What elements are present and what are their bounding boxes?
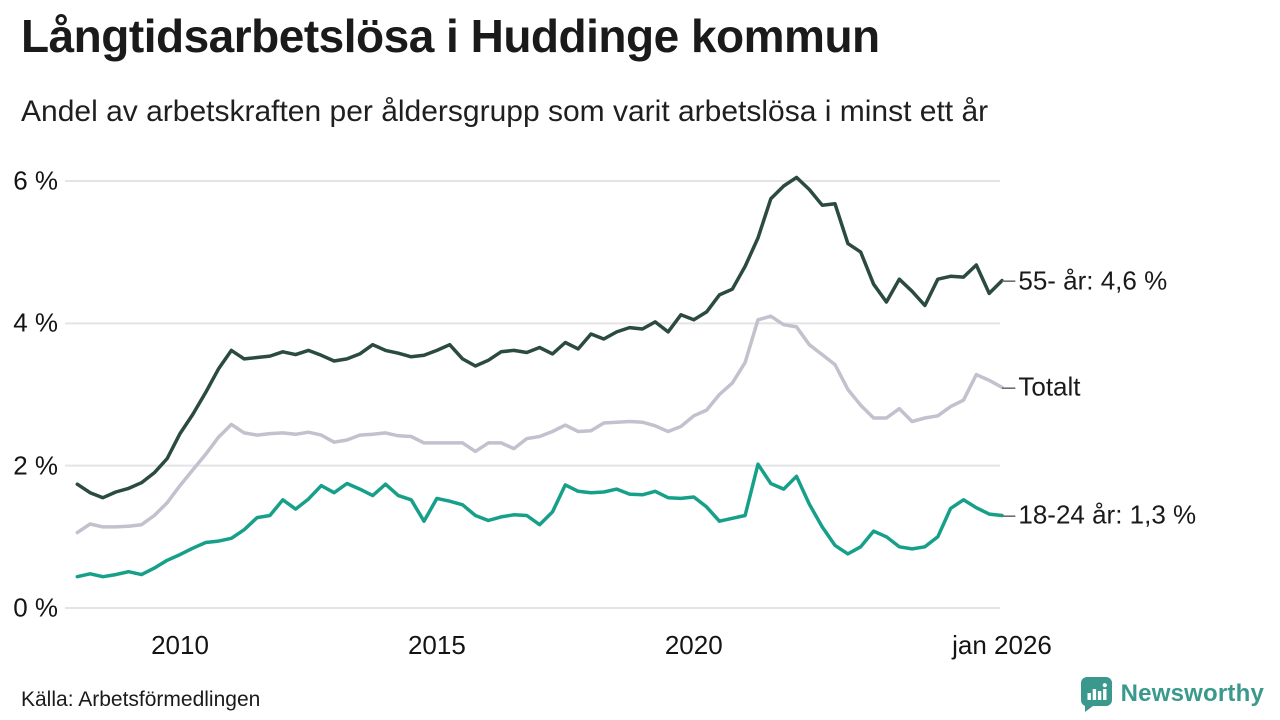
y-tick-label: 0 % [13, 592, 58, 623]
end-label-totalt: – Totalt [1002, 372, 1081, 403]
newsworthy-logo: Newsworthy [1079, 676, 1264, 712]
x-tick-label: jan 2026 [952, 630, 1052, 660]
end-label-text: Totalt [1018, 371, 1081, 402]
y-tick-label: 6 % [13, 165, 58, 196]
leader-dash: – [1002, 266, 1016, 294]
bar-chart-speech-bubble-icon [1080, 677, 1112, 712]
series-line-totalt [75, 314, 1004, 535]
x-tick-label: 2015 [407, 630, 466, 660]
x-tick-label: 2010 [151, 630, 209, 660]
source-note: Källa: Arbetsförmedlingen [21, 688, 261, 711]
y-tick-label: 4 % [13, 307, 58, 338]
leader-dash: – [1002, 501, 1016, 529]
end-label-text: 55- år: 4,6 % [1018, 265, 1168, 296]
end-label-text: 18-24 år: 1,3 % [1018, 499, 1197, 530]
series-line-18-24-r [75, 462, 1004, 579]
newsworthy-wordmark: Newsworthy [1120, 680, 1264, 707]
end-label-18-24-r: –18-24 år: 1,3 % [1002, 500, 1196, 531]
leader-dash: – [1002, 373, 1016, 401]
end-label-55-r: –55- år: 4,6 % [1002, 265, 1167, 296]
page-title: Långtidsarbetslösa i Huddinge kommun [21, 10, 880, 62]
chart-subtitle: Andel av arbetskraften per åldersgrupp s… [21, 95, 989, 128]
y-tick-label: 2 % [13, 450, 58, 481]
series-line-55-r [75, 175, 1004, 500]
x-tick-label: 2020 [664, 630, 723, 660]
